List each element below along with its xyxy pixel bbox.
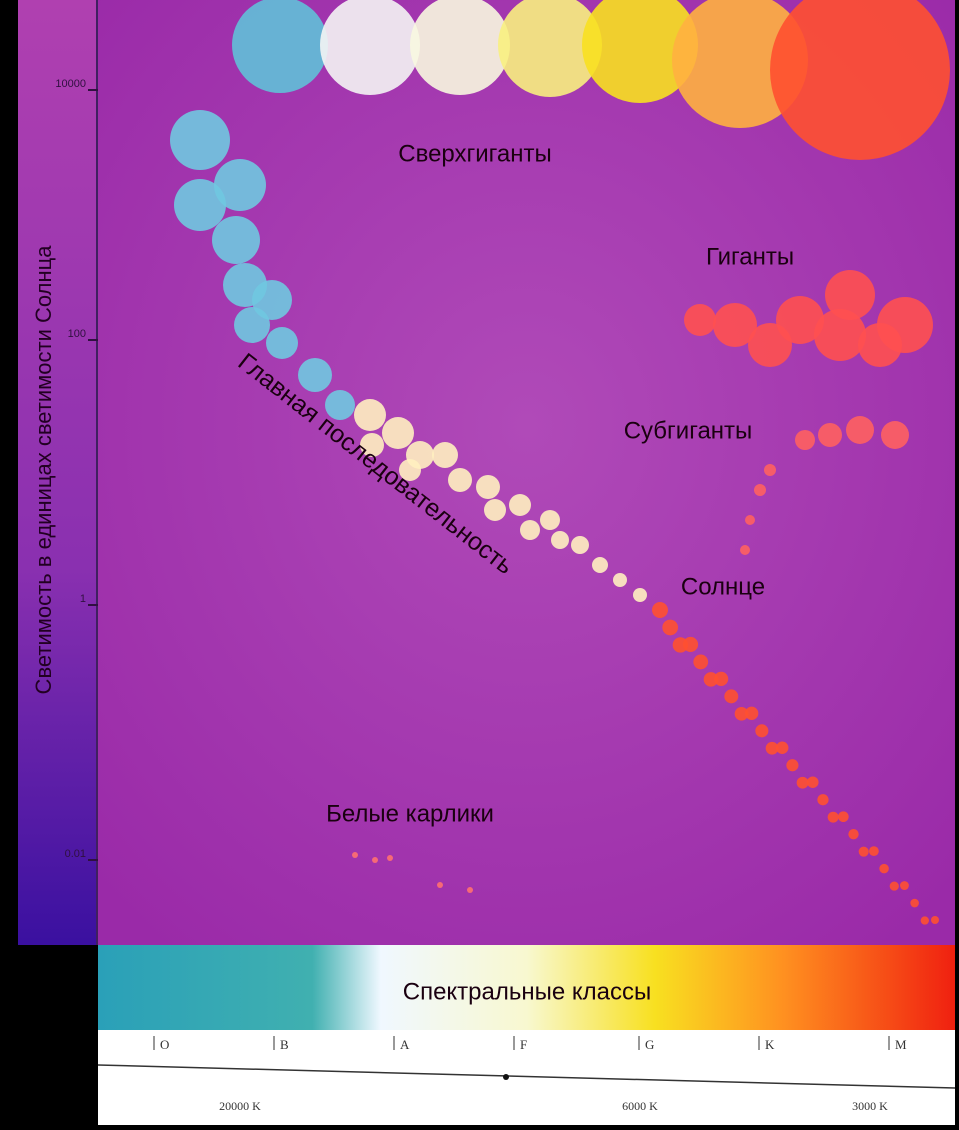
star <box>174 179 226 231</box>
class-label: O <box>160 1037 169 1052</box>
star <box>828 812 839 823</box>
star <box>900 881 909 890</box>
star <box>786 759 798 771</box>
star <box>858 323 902 367</box>
star <box>795 430 815 450</box>
star <box>684 304 716 336</box>
region-label: Гиганты <box>706 243 794 270</box>
star <box>352 852 358 858</box>
star <box>745 515 755 525</box>
page: Светимость в единицах светимости Солнца … <box>0 0 959 1130</box>
star <box>921 916 929 924</box>
star <box>817 794 828 805</box>
class-label: F <box>520 1037 527 1052</box>
star <box>652 602 668 618</box>
y-tick-label: 100 <box>68 328 86 340</box>
star <box>540 510 560 530</box>
star <box>266 327 298 359</box>
star <box>232 0 328 93</box>
star <box>764 464 776 476</box>
star <box>825 270 875 320</box>
star <box>170 110 230 170</box>
star <box>818 423 842 447</box>
star <box>745 707 758 720</box>
star <box>838 811 849 822</box>
star <box>776 742 788 754</box>
star <box>910 899 919 908</box>
star <box>662 620 678 636</box>
region-label: Сверхгиганты <box>398 140 551 167</box>
star <box>212 216 260 264</box>
star <box>890 881 899 890</box>
star <box>509 494 531 516</box>
y-tick-label: 10000 <box>55 78 86 90</box>
class-label: M <box>895 1037 907 1052</box>
star <box>551 531 569 549</box>
star <box>740 545 750 555</box>
axis-label: Светимость в единицах светимости Солнца <box>31 245 56 695</box>
star <box>437 882 443 888</box>
class-label: B <box>280 1037 289 1052</box>
star <box>633 588 647 602</box>
temperature-label: 3000 K <box>852 1099 888 1113</box>
star <box>859 847 869 857</box>
temperature-label: 20000 K <box>219 1099 261 1113</box>
star <box>848 829 858 839</box>
star <box>354 399 386 431</box>
star <box>476 475 500 499</box>
star <box>298 358 332 392</box>
star <box>881 421 909 449</box>
star <box>755 724 768 737</box>
star <box>467 887 473 893</box>
star <box>382 417 414 449</box>
region-label: Солнце <box>681 573 765 600</box>
star <box>592 557 608 573</box>
region-label: Субгиганты <box>624 417 753 444</box>
star <box>879 864 888 873</box>
star <box>797 777 809 789</box>
class-label: A <box>400 1037 410 1052</box>
scale-dot <box>503 1074 509 1080</box>
star <box>613 573 627 587</box>
star <box>432 442 458 468</box>
class-label: G <box>645 1037 654 1052</box>
star <box>520 520 540 540</box>
star <box>448 468 472 492</box>
class-label: K <box>765 1037 775 1052</box>
star <box>693 655 708 670</box>
star <box>234 307 270 343</box>
star <box>484 499 506 521</box>
spectral-title: Спектральные классы <box>403 978 652 1005</box>
star <box>387 855 393 861</box>
y-tick-label: 0.01 <box>65 848 86 860</box>
star <box>869 846 879 856</box>
star <box>807 776 819 788</box>
star <box>683 637 698 652</box>
star <box>714 672 728 686</box>
star <box>931 916 939 924</box>
star <box>724 689 738 703</box>
star <box>372 857 378 863</box>
region-label: Белые карлики <box>326 800 494 827</box>
temperature-label: 6000 K <box>622 1099 658 1113</box>
hr-diagram: Светимость в единицах светимости Солнца … <box>0 0 959 1125</box>
star <box>846 416 874 444</box>
star <box>754 484 766 496</box>
y-tick-label: 1 <box>80 593 86 605</box>
star <box>571 536 589 554</box>
